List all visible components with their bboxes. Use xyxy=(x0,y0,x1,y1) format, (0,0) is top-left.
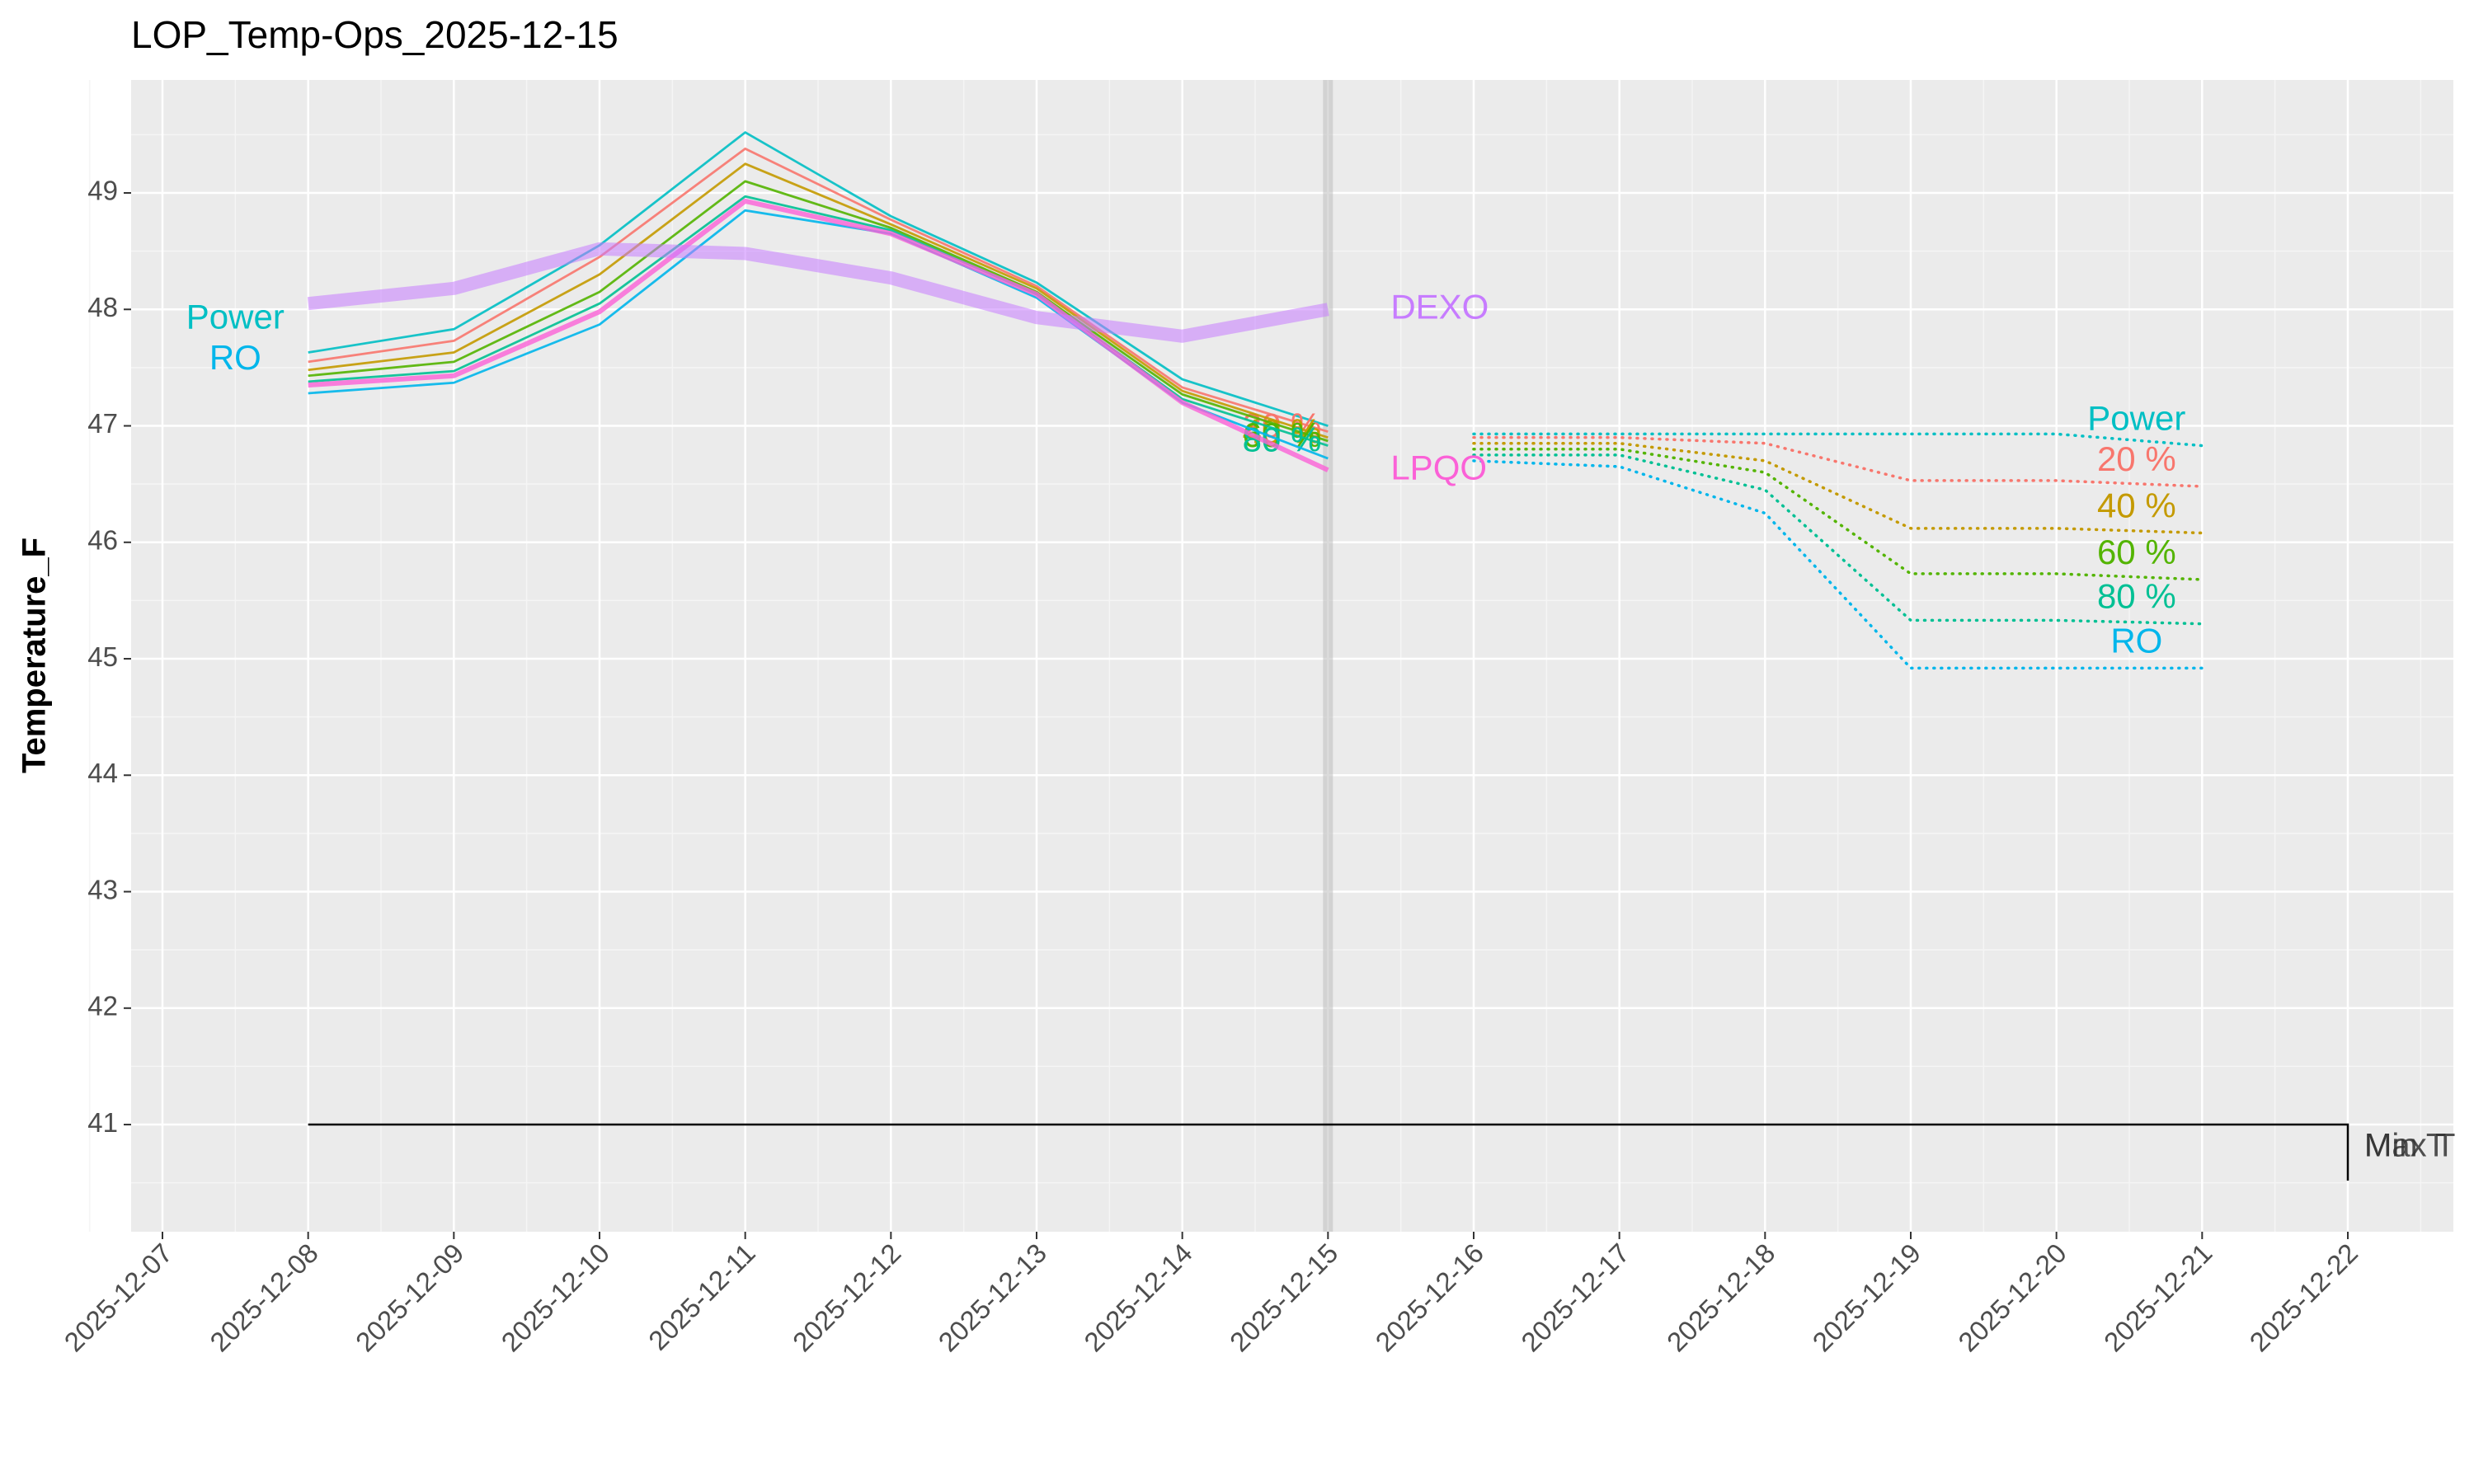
x-tick-label: 2025-12-20 xyxy=(1952,1237,2072,1358)
y-tick-label: 45 xyxy=(87,641,118,672)
series-line xyxy=(308,180,1329,443)
y-tick-label: 48 xyxy=(87,292,118,322)
x-tick-label: 2025-12-16 xyxy=(1370,1237,1490,1358)
y-tick-label: 41 xyxy=(87,1107,118,1138)
x-tick-label: 2025-12-15 xyxy=(1224,1237,1344,1358)
x-tick-label: 2025-12-08 xyxy=(204,1237,324,1358)
y-tick-label: 47 xyxy=(87,408,118,439)
forecast-line xyxy=(1472,453,2204,626)
y-axis-title: Temperature_F xyxy=(16,538,53,773)
x-tick-label: 2025-12-12 xyxy=(787,1237,907,1358)
x-tick-label: 2025-12-18 xyxy=(1661,1237,1781,1358)
x-tick-label: 2025-12-19 xyxy=(1807,1237,1927,1358)
series-label: Power xyxy=(2087,399,2185,438)
series-label: DEXO xyxy=(1390,287,1489,326)
series-label: 40 % xyxy=(2097,486,2176,525)
y-tick-label: 43 xyxy=(87,874,118,904)
x-tick-label: 2025-12-21 xyxy=(2098,1237,2218,1358)
series-label: 60 % xyxy=(2097,533,2176,571)
x-tick-label: 2025-12-22 xyxy=(2244,1237,2364,1358)
series-label: 80 % xyxy=(2097,577,2176,616)
series-line xyxy=(308,198,1329,472)
threshold-label: Min T xyxy=(2364,1128,2446,1164)
forecast-line xyxy=(1472,432,2204,448)
forecast-line xyxy=(1472,459,2204,670)
series-label: RO xyxy=(209,338,261,377)
forecast-line xyxy=(1472,441,2204,535)
series-label: Power xyxy=(186,298,285,336)
series-line xyxy=(307,242,1329,343)
threshold-line xyxy=(308,1123,2349,1181)
series-line xyxy=(308,131,1329,427)
series-line xyxy=(308,147,1329,433)
y-tick-label: 46 xyxy=(87,524,118,555)
chart-title: LOP_Temp-Ops_2025-12-15 xyxy=(131,13,618,56)
x-tick-label: 2025-12-14 xyxy=(1078,1237,1198,1358)
x-tick-label: 2025-12-13 xyxy=(933,1237,1053,1358)
series-label: 20 % xyxy=(2097,439,2176,478)
x-tick-label: 2025-12-17 xyxy=(1515,1237,1635,1358)
x-tick-label: 2025-12-10 xyxy=(496,1237,616,1358)
y-tick-label: 49 xyxy=(87,176,118,206)
x-tick-label: 2025-12-07 xyxy=(59,1237,179,1358)
series-label: RO xyxy=(2110,621,2162,660)
x-tick-label: 2025-12-11 xyxy=(642,1237,761,1356)
series-label: 80 % xyxy=(1243,420,1322,459)
x-tick-label: 2025-12-09 xyxy=(350,1237,470,1358)
panel xyxy=(131,80,2453,1232)
y-tick-label: 42 xyxy=(87,991,118,1021)
series-line xyxy=(308,162,1329,439)
series-label: LPQO xyxy=(1390,448,1487,486)
y-tick-label: 44 xyxy=(87,758,118,788)
threshold-label: Max T xyxy=(2364,1128,2455,1164)
